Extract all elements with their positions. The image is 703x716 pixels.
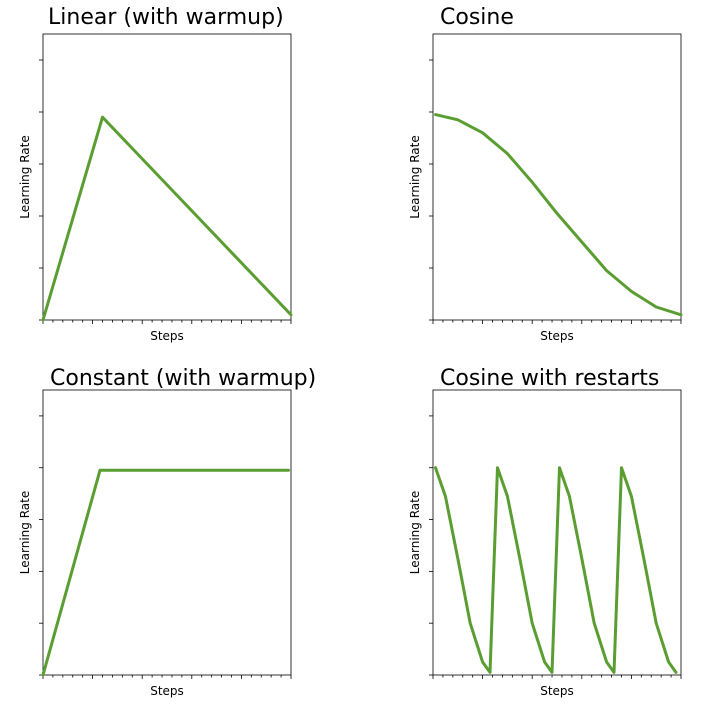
y-axis-label: Learning Rate <box>18 135 32 218</box>
x-axis-label: Steps <box>150 684 184 698</box>
x-axis-label: Steps <box>150 329 184 343</box>
panel-title: Linear (with warmup) <box>48 5 284 30</box>
panel-cosine: Cosine Steps Learning Rate <box>408 5 683 343</box>
plot-frame <box>42 389 292 676</box>
panel-constant-warmup: Constant (with warmup) Steps Learning Ra… <box>18 366 316 698</box>
plot-frame <box>432 33 682 321</box>
learning-rate-line <box>434 466 678 674</box>
y-ticks <box>429 59 433 321</box>
y-ticks <box>429 415 433 676</box>
x-ticks <box>42 320 292 324</box>
y-axis-label: Learning Rate <box>408 135 422 218</box>
x-axis-label: Steps <box>540 684 574 698</box>
x-ticks <box>432 675 682 679</box>
plot-frame <box>432 389 682 676</box>
y-ticks <box>39 59 43 321</box>
panel-title: Cosine <box>440 5 514 30</box>
x-axis-label: Steps <box>540 329 574 343</box>
panel-title: Constant (with warmup) <box>50 366 316 391</box>
plot-frame <box>42 33 292 321</box>
learning-rate-line <box>41 468 290 677</box>
x-ticks <box>432 320 682 324</box>
y-axis-label: Learning Rate <box>18 491 32 574</box>
x-ticks <box>42 675 292 679</box>
panel-linear-warmup: Linear (with warmup) Steps Learning Rate <box>18 5 293 343</box>
learning-rate-line <box>41 115 293 322</box>
y-ticks <box>39 415 43 676</box>
y-axis-label: Learning Rate <box>408 491 422 574</box>
panel-cosine-restarts: Cosine with restarts Steps Learning Rate <box>408 366 682 698</box>
learning-rate-line <box>434 113 683 317</box>
panel-title: Cosine with restarts <box>440 366 659 391</box>
